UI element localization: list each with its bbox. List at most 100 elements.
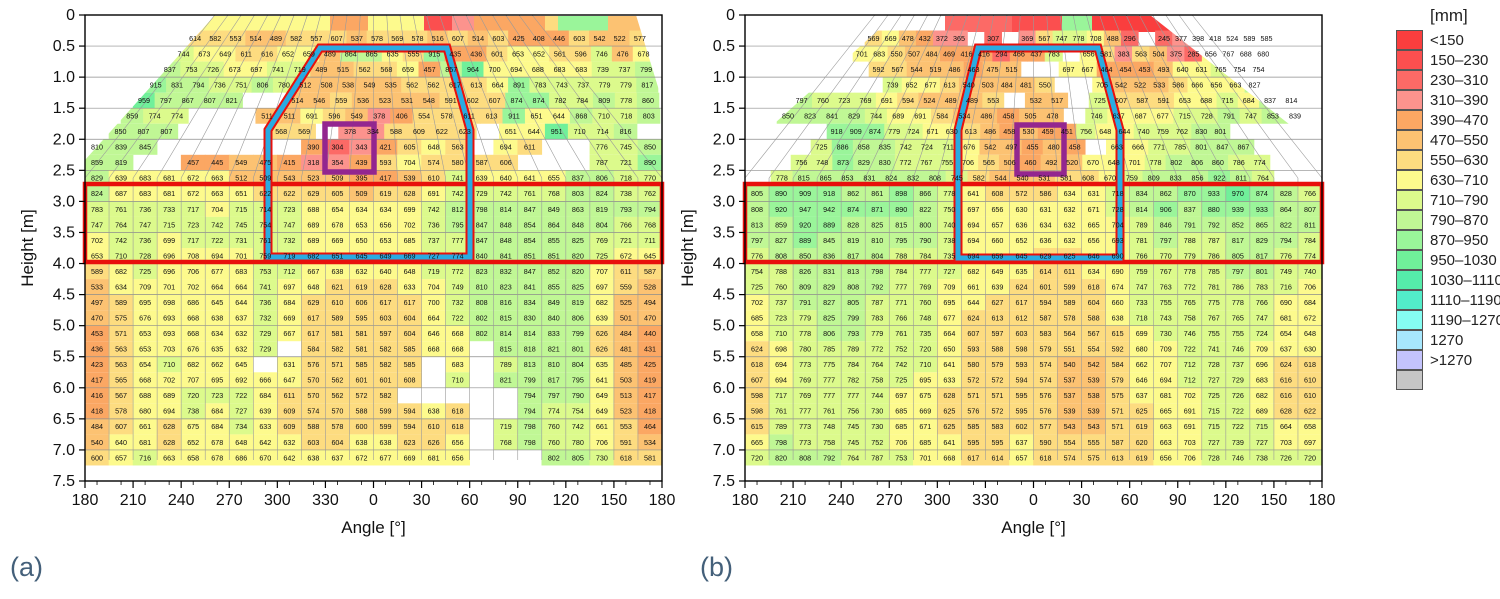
- heatmap-cell: [351, 92, 375, 109]
- cell-value: 672: [620, 251, 632, 260]
- legend-entry: 1110–1190: [1396, 290, 1500, 310]
- cell-value: 565: [983, 158, 995, 167]
- cell-value: 553: [230, 34, 242, 43]
- cell-value: 747: [139, 220, 151, 229]
- heatmap-cell: [445, 418, 470, 435]
- heatmap-cell: [613, 325, 639, 342]
- cell-value: 823: [500, 282, 512, 291]
- heatmap-cell: [469, 263, 495, 280]
- cell-value: 637: [1113, 112, 1125, 121]
- cell-value: 378: [373, 112, 385, 121]
- heatmap-cell: [132, 387, 158, 404]
- y-tick-label: 5.5: [53, 349, 75, 366]
- legend-label: <150: [1430, 31, 1464, 49]
- heatmap-cell: [331, 61, 355, 78]
- heatmap-cell: [613, 341, 639, 357]
- cell-value: 601: [380, 376, 392, 385]
- heatmap-cell: [541, 263, 567, 280]
- cell-value: 484: [926, 49, 938, 58]
- heatmap-cell: [613, 387, 639, 404]
- cell-value: 720: [919, 345, 931, 354]
- cell-value: 738: [1256, 453, 1268, 462]
- y-tick-label: 1.5: [713, 100, 735, 117]
- cell-value: 778: [1149, 158, 1161, 167]
- cell-value: 572: [967, 376, 979, 385]
- cell-value: 697: [596, 282, 608, 291]
- heatmap-cell: [445, 263, 470, 280]
- cell-value: 431: [644, 345, 656, 354]
- contour-band: [1012, 16, 1062, 32]
- cell-value: 539: [1088, 376, 1100, 385]
- cell-value: 578: [115, 407, 127, 416]
- heatmap-cell: [337, 77, 360, 93]
- cell-value: 543: [1088, 422, 1100, 431]
- heatmap-cell: [204, 185, 230, 202]
- cell-value: 641: [967, 189, 979, 198]
- cell-value: 505: [1024, 112, 1036, 121]
- cell-value: 768: [644, 220, 656, 229]
- cell-value: 742: [895, 360, 907, 369]
- cell-value: 702: [404, 220, 416, 229]
- cell-value: 740: [1304, 267, 1316, 276]
- cell-value: 742: [500, 189, 512, 198]
- cell-value: 506: [1004, 158, 1016, 167]
- cell-value: 604: [331, 438, 343, 447]
- cell-value: 668: [452, 345, 464, 354]
- cell-value: 699: [404, 205, 416, 214]
- cell-value: 774: [1254, 158, 1266, 167]
- cell-value: 576: [307, 360, 319, 369]
- cell-value: 829: [848, 112, 860, 121]
- cell-value: 603: [1015, 329, 1027, 338]
- heatmap-cell: [301, 310, 326, 326]
- cell-value: 820: [572, 251, 584, 260]
- cell-value: 605: [404, 143, 416, 152]
- cell-value: 778: [776, 174, 788, 183]
- cell-value: 777: [895, 282, 907, 291]
- cell-value: 634: [115, 282, 127, 291]
- cell-value: 736: [214, 81, 226, 90]
- heatmap-cell: [614, 108, 638, 124]
- cell-value: 761: [524, 189, 536, 198]
- cell-value: 681: [163, 174, 175, 183]
- cell-value: 638: [307, 453, 319, 462]
- cell-value: 377: [1175, 34, 1187, 43]
- cell-value: 644: [967, 298, 979, 307]
- cell-value: 614: [1040, 267, 1052, 276]
- cell-value: 801: [572, 345, 584, 354]
- heatmap-cell: [349, 387, 374, 404]
- y-tick-label: 6.0: [53, 380, 75, 397]
- heatmap-cell: [528, 30, 550, 47]
- cell-value: 628: [380, 282, 392, 291]
- gridline-arch: [465, 14, 543, 179]
- heatmap-cell: [204, 216, 230, 233]
- cell-value: 692: [235, 376, 247, 385]
- cell-value: 794: [524, 391, 536, 400]
- cell-value: 714: [597, 127, 609, 136]
- cell-value: 656: [1160, 453, 1172, 462]
- heatmap-cell: [568, 30, 590, 47]
- y-tick-label: 0: [66, 7, 75, 24]
- cell-value: 831: [863, 174, 875, 183]
- heatmap-cell: [108, 139, 134, 155]
- cell-value: 694: [775, 360, 787, 369]
- cell-value: 584: [307, 345, 319, 354]
- cell-value: 549: [363, 81, 375, 90]
- cell-value: 648: [428, 143, 440, 152]
- cell-value: 685: [895, 407, 907, 416]
- cell-value: 839: [115, 143, 127, 152]
- cell-value: 592: [1112, 345, 1124, 354]
- cell-value: 589: [91, 267, 103, 276]
- cell-value: 685: [895, 422, 907, 431]
- heatmap-cell: [325, 325, 350, 342]
- cell-value: 563: [1135, 49, 1147, 58]
- heatmap-cell: [84, 449, 110, 466]
- cell-value: 488: [1107, 34, 1119, 43]
- heatmap-cell: [277, 232, 302, 248]
- cell-value: 716: [139, 453, 151, 462]
- cell-value: 612: [1015, 314, 1027, 323]
- heatmap-cell: [572, 77, 595, 93]
- cell-value: 640: [1177, 65, 1189, 74]
- x-tick-label: 270: [876, 492, 903, 509]
- heatmap-cell: [469, 325, 495, 342]
